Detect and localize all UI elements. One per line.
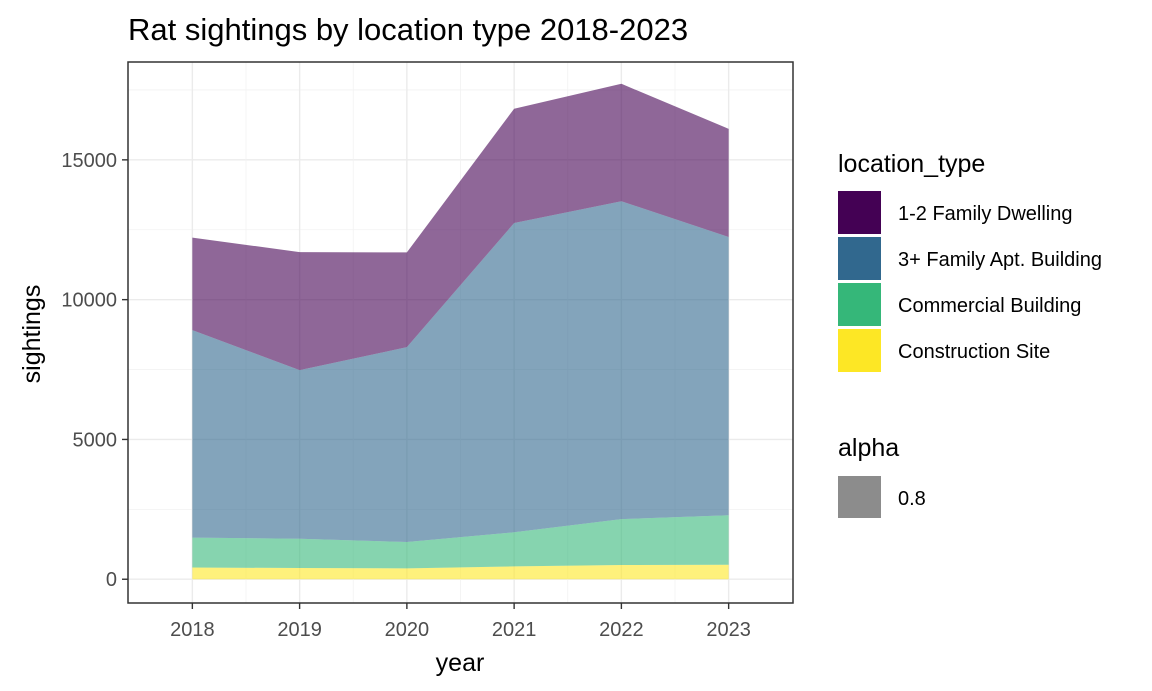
y-tick-label: 5000 <box>73 429 118 451</box>
alpha-legend-swatch <box>838 476 881 518</box>
x-tick-label: 2020 <box>385 619 430 641</box>
area-series-commercial-building <box>192 515 729 569</box>
legend-title: location_type <box>838 150 985 178</box>
legend-label: Construction Site <box>898 341 1050 363</box>
legend-swatch <box>838 237 881 280</box>
chart-title: Rat sightings by location type 2018-2023 <box>128 12 688 47</box>
area-series-3-family-apt-building <box>192 201 729 543</box>
y-tick-label: 10000 <box>61 290 117 312</box>
x-tick-label: 2022 <box>599 619 644 641</box>
area-series-construction-site <box>192 564 729 580</box>
x-axis: 2018 2019 2020 2021 2022 2023 <box>170 603 751 641</box>
legend-label: 1-2 Family Dwelling <box>898 203 1073 225</box>
legend-label: 3+ Family Apt. Building <box>898 249 1102 271</box>
legend-label: Commercial Building <box>898 295 1081 317</box>
x-axis-title: year <box>436 649 485 677</box>
legend-swatch <box>838 329 881 372</box>
area-series-1-2-family-dwelling <box>192 83 729 371</box>
y-axis: 0 5000 10000 15000 <box>61 150 128 591</box>
alpha-legend-title: alpha <box>838 434 899 462</box>
area-layers <box>192 83 729 580</box>
x-tick-label: 2018 <box>170 619 215 641</box>
x-tick-label: 2021 <box>492 619 537 641</box>
alpha-legend-label: 0.8 <box>898 488 926 510</box>
legend-swatch <box>838 283 881 326</box>
y-axis-title: sightings <box>18 285 46 384</box>
legend: location_type 1-2 Family Dwelling 3+ Famil… <box>838 150 1102 518</box>
x-tick-label: 2019 <box>277 619 322 641</box>
x-tick-label: 2023 <box>706 619 751 641</box>
y-tick-label: 15000 <box>61 150 117 172</box>
y-tick-label: 0 <box>106 569 117 591</box>
legend-swatch <box>838 191 881 234</box>
plot-border <box>127 61 794 604</box>
